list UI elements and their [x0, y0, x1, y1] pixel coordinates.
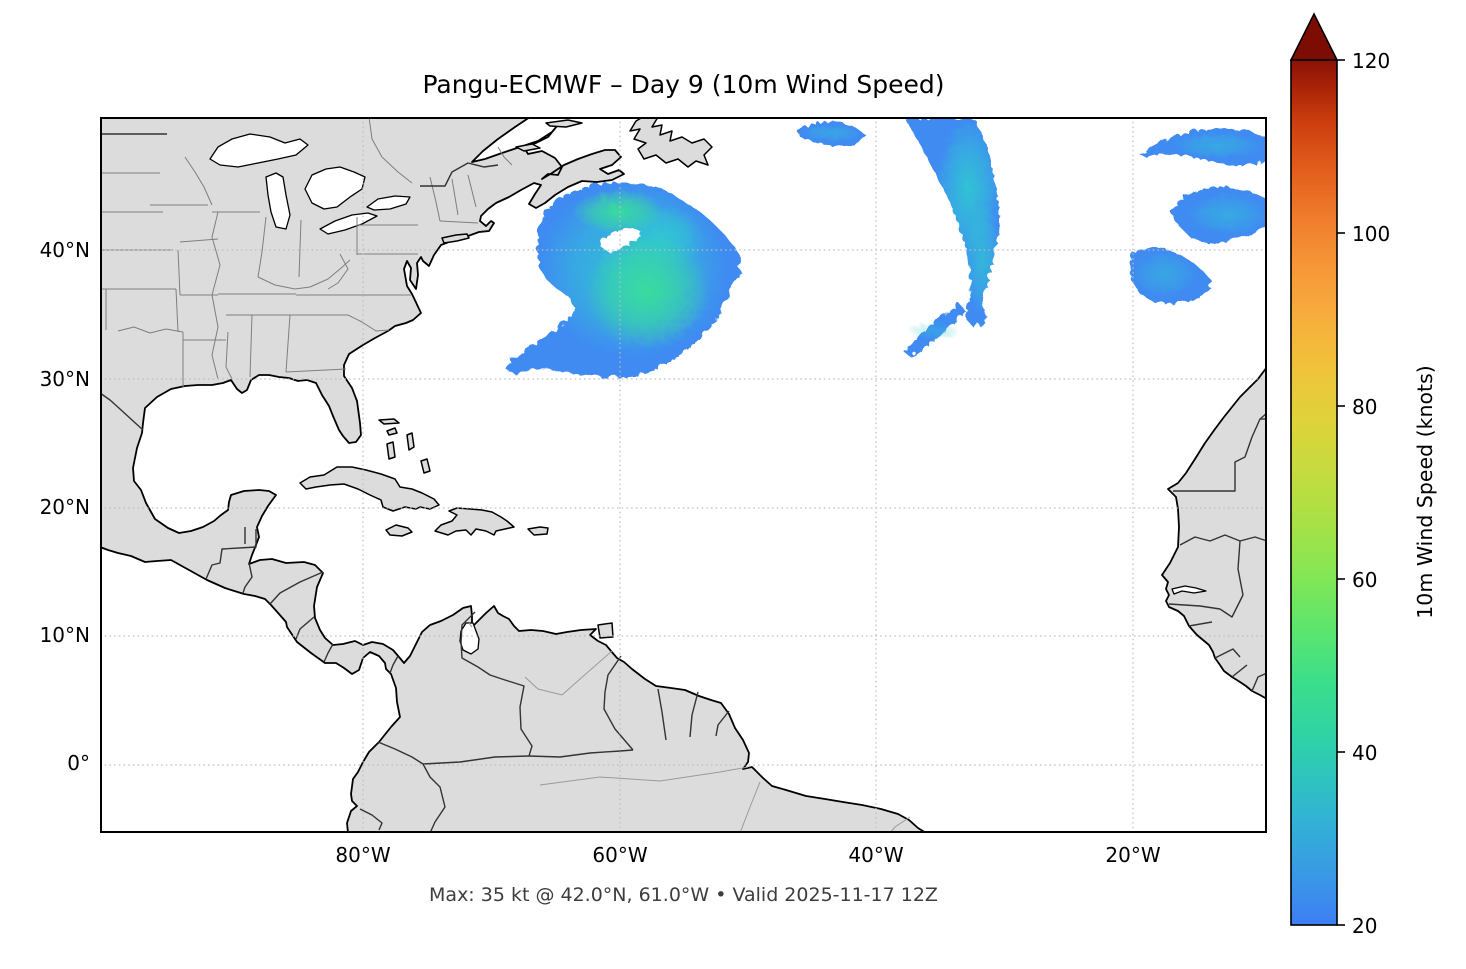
x-tick-80w: 80°W: [335, 843, 391, 867]
island-pei: [515, 143, 541, 152]
colorbar-extend-arrow: [1289, 12, 1339, 61]
wind-area-ne-lobe-1: [1138, 126, 1267, 163]
island-puerto-rico: [527, 526, 549, 536]
country-borders: [100, 133, 1267, 833]
island-trinidad: [597, 622, 614, 639]
wind-area-nw-atlantic: [505, 180, 740, 376]
colorbar: 120 100 80 60 40 20 10m Wind Speed (knot…: [1289, 12, 1437, 938]
map-plot: [100, 117, 1267, 833]
plot-border: [100, 117, 1267, 833]
great-lakes: [209, 133, 1207, 655]
island-anticosti: [545, 119, 583, 128]
lake-superior: [209, 133, 309, 168]
wind-area-small-patch: [795, 119, 865, 144]
island-cuba: [299, 466, 440, 512]
graticule: [100, 117, 1267, 833]
svg-text:60: 60: [1352, 568, 1377, 592]
lake-erie: [319, 212, 378, 235]
island-long-island: [441, 233, 470, 244]
state-borders: [100, 117, 513, 387]
wind-area-small-streak: [902, 302, 963, 355]
wind-eye-hole: [597, 225, 639, 250]
colorbar-ticks: [1337, 59, 1345, 926]
gambia-river: [1171, 585, 1207, 595]
y-tick-0: 0°: [67, 751, 90, 775]
colorbar-axis-label: 10m Wind Speed (knots): [1413, 365, 1437, 619]
svg-text:40: 40: [1352, 741, 1377, 765]
y-tick-10n: 10°N: [39, 623, 90, 647]
island-hispaniola: [434, 507, 515, 536]
figure-caption: Max: 35 kt @ 42.0°N, 61.0°W • Valid 2025…: [429, 884, 938, 906]
coastline-americas: [100, 117, 927, 833]
wind-area-central-band: [903, 117, 997, 325]
colorbar-tick-labels: 120 100 80 60 40 20: [1352, 49, 1390, 938]
y-tick-40n: 40°N: [39, 238, 90, 262]
wind-area-ne-lobe-2: [1168, 184, 1267, 241]
lake-ontario: [366, 195, 411, 211]
coastline-africa: [1161, 366, 1267, 700]
x-tick-60w: 60°W: [592, 843, 648, 867]
svg-text:100: 100: [1352, 222, 1390, 246]
svg-text:80: 80: [1352, 395, 1377, 419]
lake-michigan: [265, 172, 291, 230]
lake-maracaibo: [459, 622, 480, 655]
colorbar-gradient-bar: [1290, 59, 1338, 926]
island-jamaica: [385, 524, 413, 537]
x-tick-20w: 20°W: [1105, 843, 1161, 867]
wind-area-ne-lobe-3: [1127, 245, 1210, 302]
island-newfoundland: [629, 117, 713, 168]
svg-text:20: 20: [1352, 914, 1377, 938]
y-tick-30n: 30°N: [39, 367, 90, 391]
x-tick-40w: 40°W: [848, 843, 904, 867]
svg-text:120: 120: [1352, 49, 1390, 73]
islands-bahamas: [378, 418, 431, 474]
landmass-layer: [100, 117, 1267, 833]
figure-title: Pangu-ECMWF – Day 9 (10m Wind Speed): [422, 70, 945, 99]
y-tick-20n: 20°N: [39, 495, 90, 519]
